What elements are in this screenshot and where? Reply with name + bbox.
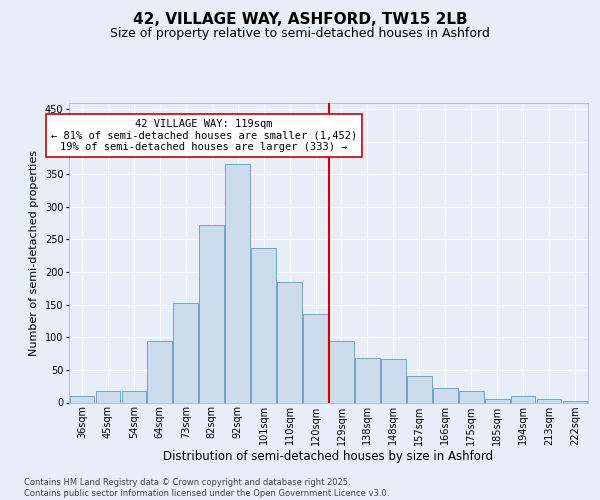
Bar	[251, 248, 276, 402]
Bar	[459, 392, 484, 402]
Bar	[537, 399, 562, 402]
Bar	[303, 314, 328, 402]
Bar	[95, 391, 120, 402]
Bar	[329, 340, 354, 402]
Text: 42, VILLAGE WAY, ASHFORD, TW15 2LB: 42, VILLAGE WAY, ASHFORD, TW15 2LB	[133, 12, 467, 28]
Bar	[70, 396, 94, 402]
Bar	[407, 376, 431, 402]
Bar	[485, 398, 509, 402]
Y-axis label: Number of semi-detached properties: Number of semi-detached properties	[29, 150, 39, 356]
Bar	[563, 400, 587, 402]
Bar	[122, 391, 146, 402]
Bar	[511, 396, 535, 402]
Bar	[173, 304, 198, 402]
Bar	[226, 164, 250, 402]
Text: 42 VILLAGE WAY: 119sqm
← 81% of semi-detached houses are smaller (1,452)
19% of : 42 VILLAGE WAY: 119sqm ← 81% of semi-det…	[51, 119, 357, 152]
Bar	[433, 388, 458, 402]
Text: Size of property relative to semi-detached houses in Ashford: Size of property relative to semi-detach…	[110, 28, 490, 40]
X-axis label: Distribution of semi-detached houses by size in Ashford: Distribution of semi-detached houses by …	[163, 450, 494, 464]
Bar	[148, 340, 172, 402]
Bar	[277, 282, 302, 403]
Bar	[381, 359, 406, 403]
Bar	[355, 358, 380, 403]
Bar	[199, 225, 224, 402]
Text: Contains HM Land Registry data © Crown copyright and database right 2025.
Contai: Contains HM Land Registry data © Crown c…	[24, 478, 389, 498]
